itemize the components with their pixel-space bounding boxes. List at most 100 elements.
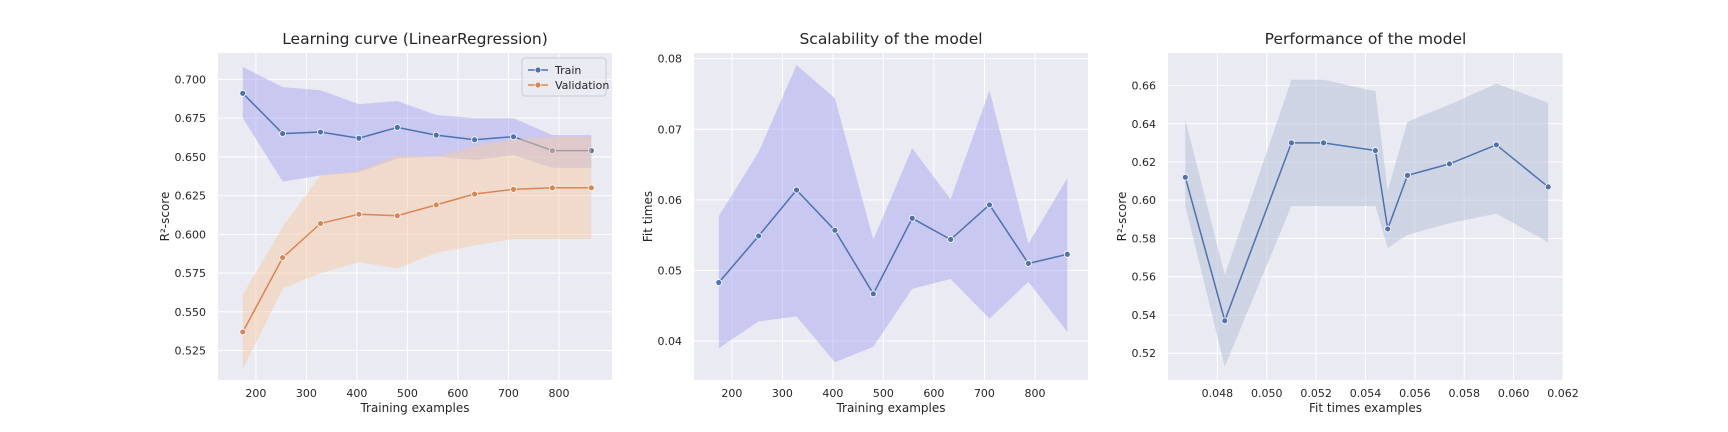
y-tick-label: 0.600 xyxy=(175,228,207,241)
data-point xyxy=(432,201,440,209)
data-point xyxy=(317,220,324,227)
x-tick-label: 800 xyxy=(1024,387,1045,400)
data-point xyxy=(1446,160,1453,168)
confidence-band-2 xyxy=(242,136,592,370)
y-tick-label: 0.64 xyxy=(1132,118,1157,131)
x-tick-label: 0.060 xyxy=(1498,387,1530,400)
legend-swatch-marker xyxy=(534,66,542,74)
legend: Train Validation xyxy=(521,57,609,97)
x-tick-label: 0.056 xyxy=(1399,387,1431,400)
data-point xyxy=(1544,183,1552,191)
x-tick-label: 600 xyxy=(923,387,944,400)
data-point xyxy=(587,184,595,192)
data-point xyxy=(355,134,363,142)
data-point xyxy=(471,136,479,144)
legend-label: Validation xyxy=(555,79,609,92)
x-tick-label: 300 xyxy=(772,387,793,400)
y-tick-label: 0.06 xyxy=(658,194,683,207)
data-point xyxy=(1288,139,1295,147)
x-tick-label: 700 xyxy=(974,387,995,400)
data-point xyxy=(279,254,287,261)
y-tick-label: 0.675 xyxy=(175,112,207,125)
x-tick-label: 500 xyxy=(873,387,894,400)
y-axis-label: R²-score xyxy=(158,192,172,242)
chart-title: Performance of the model xyxy=(1265,30,1467,48)
y-tick-label: 0.650 xyxy=(175,151,207,164)
data-point xyxy=(755,232,763,240)
data-point xyxy=(715,279,723,286)
legend-swatch-marker xyxy=(534,81,542,89)
data-point xyxy=(908,214,916,222)
y-axis-label: Fit times xyxy=(641,191,655,242)
x-tick-label: 800 xyxy=(548,387,569,400)
x-tick-label: 0.050 xyxy=(1251,387,1283,400)
y-tick-label: 0.625 xyxy=(175,190,207,203)
data-point xyxy=(1384,225,1392,233)
y-tick-label: 0.62 xyxy=(1132,156,1157,169)
y-tick-label: 0.700 xyxy=(175,73,207,86)
x-tick-label: 0.054 xyxy=(1350,387,1382,400)
chart-title: Scalability of the model xyxy=(799,30,982,48)
y-tick-label: 0.575 xyxy=(175,267,207,280)
x-tick-label: 0.062 xyxy=(1547,387,1579,400)
data-point xyxy=(510,133,517,141)
data-point xyxy=(869,290,877,298)
x-tick-label: 400 xyxy=(822,387,843,400)
y-tick-label: 0.56 xyxy=(1132,271,1157,284)
data-point xyxy=(1320,139,1327,147)
data-layer xyxy=(1181,79,1552,367)
x-tick-label: 700 xyxy=(498,387,519,400)
y-tick-label: 0.54 xyxy=(1132,309,1157,322)
x-tick-label: 300 xyxy=(296,387,317,400)
legend-box xyxy=(521,57,607,97)
data-point xyxy=(239,89,247,97)
data-point xyxy=(793,186,800,194)
x-tick-label: 0.048 xyxy=(1202,387,1234,400)
series-line-2 xyxy=(242,187,592,333)
data-point xyxy=(947,236,955,243)
confidence-band-1 xyxy=(718,65,1068,363)
y-tick-label: 0.04 xyxy=(658,335,683,348)
y-axis-label: R²-score xyxy=(1115,192,1129,242)
x-axis-label: Training examples xyxy=(835,401,945,415)
data-point xyxy=(393,212,401,220)
y-tick-label: 0.550 xyxy=(175,306,207,319)
x-tick-label: 600 xyxy=(447,387,468,400)
chart-panel-3: 0.048 0.050 0.052 0.054 0.056 0.058 0.060 0.062… xyxy=(1115,30,1579,415)
data-point xyxy=(239,328,247,336)
data-point xyxy=(1492,141,1500,149)
y-tick-label: 0.66 xyxy=(1132,80,1157,93)
data-layer xyxy=(239,66,595,370)
y-tick-label: 0.07 xyxy=(658,123,683,136)
x-axis-label: Training examples xyxy=(359,401,469,415)
series-line-1 xyxy=(718,188,1068,296)
data-point xyxy=(831,226,839,234)
data-point xyxy=(1221,317,1229,325)
y-tick-label: 0.05 xyxy=(658,265,683,278)
data-point xyxy=(1181,173,1189,181)
y-tick-label: 0.58 xyxy=(1132,232,1157,245)
chart-title: Learning curve (LinearRegression) xyxy=(282,30,548,48)
data-point xyxy=(432,131,440,139)
y-tick-label: 0.52 xyxy=(1132,347,1157,360)
y-tick-label: 0.60 xyxy=(1132,194,1157,207)
plot-area xyxy=(694,53,1088,380)
x-tick-label: 200 xyxy=(245,387,266,400)
data-point xyxy=(548,184,556,192)
x-tick-label: 500 xyxy=(397,387,418,400)
data-point xyxy=(393,123,401,131)
data-point xyxy=(1024,260,1032,267)
chart-panel-1: 200 300 400 500 600 700 800 0.525 0.550 0.575 0.60… xyxy=(158,30,612,415)
data-point xyxy=(317,128,324,136)
data-point xyxy=(355,210,363,218)
x-tick-label: 400 xyxy=(346,387,367,400)
x-tick-label: 200 xyxy=(721,387,742,400)
data-point xyxy=(471,190,479,198)
legend-label: Train xyxy=(554,64,581,77)
x-axis-label: Fit times examples xyxy=(1309,401,1422,415)
data-point xyxy=(510,185,517,193)
y-tick-label: 0.525 xyxy=(175,345,207,358)
data-point xyxy=(1371,147,1379,154)
confidence-band-1 xyxy=(1185,79,1549,367)
